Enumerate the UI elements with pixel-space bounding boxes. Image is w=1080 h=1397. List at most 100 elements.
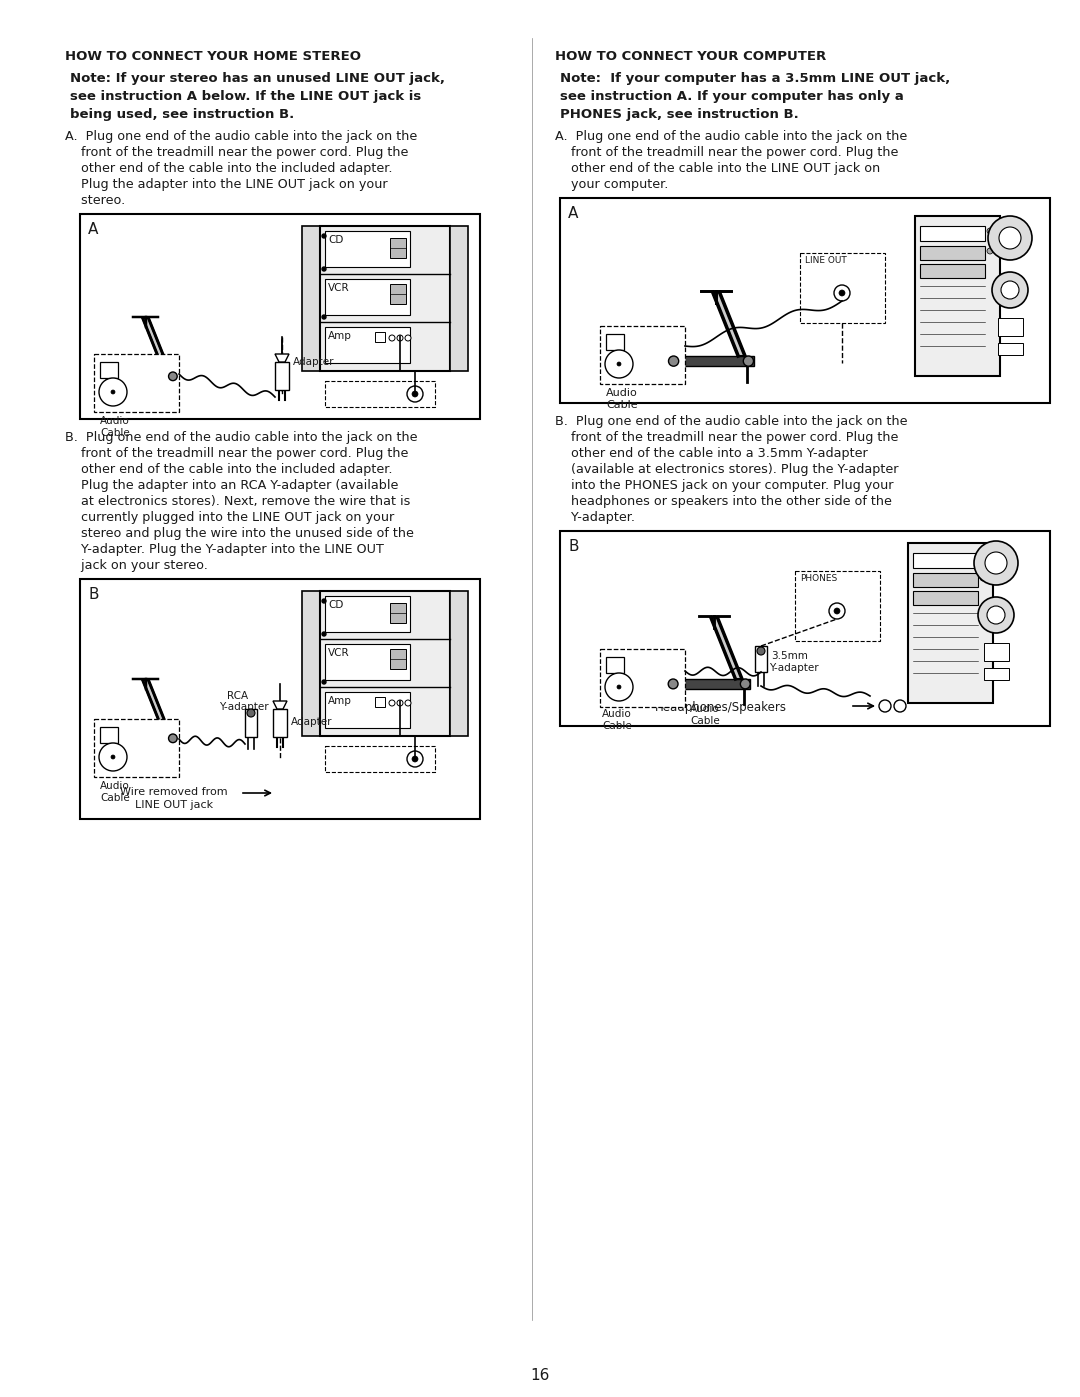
Text: Headphones/Speakers: Headphones/Speakers [654,701,787,714]
Circle shape [105,372,113,380]
Text: PHONES: PHONES [800,574,837,583]
Bar [273,710,287,738]
Circle shape [322,680,326,685]
Text: Cable: Cable [690,717,719,726]
Text: Audio: Audio [690,704,719,714]
Bar [100,362,118,379]
Polygon shape [711,617,742,679]
Bar [998,344,1023,355]
Text: Cable: Cable [100,793,130,803]
Circle shape [168,372,177,380]
Circle shape [743,356,754,366]
Text: HOW TO CONNECT YOUR COMPUTER: HOW TO CONNECT YOUR COMPUTER [555,50,826,63]
Circle shape [839,291,845,296]
Text: Y-adapter: Y-adapter [219,703,269,712]
Text: Y-adapter.: Y-adapter. [555,511,635,524]
Circle shape [987,228,993,235]
Circle shape [105,733,113,743]
Circle shape [411,756,418,761]
Polygon shape [143,319,170,372]
Bar [606,657,624,673]
Text: Cable: Cable [606,400,637,409]
Text: Plug the adapter into an RCA Y-adapter (available: Plug the adapter into an RCA Y-adapter (… [65,479,399,492]
Text: Cable: Cable [602,721,632,731]
Circle shape [978,597,1014,633]
Text: Amp: Amp [328,696,352,705]
Circle shape [879,700,891,712]
Polygon shape [143,680,170,733]
Text: Y-adapter: Y-adapter [769,664,819,673]
Text: VCR: VCR [328,284,350,293]
Circle shape [988,217,1032,260]
Circle shape [741,679,751,689]
Bar [998,319,1023,337]
Bar [755,645,767,672]
Bar [302,226,320,372]
Bar [795,571,880,641]
Circle shape [669,679,678,689]
Bar [245,710,257,738]
Circle shape [407,752,423,767]
Circle shape [322,314,326,319]
Text: B.  Plug one end of the audio cable into the jack on the: B. Plug one end of the audio cable into … [65,432,418,444]
Bar [984,668,1009,680]
Text: stereo.: stereo. [65,194,125,207]
Bar [325,231,410,267]
Bar [105,733,177,743]
Text: other end of the cable into the included adapter.: other end of the cable into the included… [65,162,392,175]
Bar [325,327,410,363]
Text: B.  Plug one end of the audio cable into the jack on the: B. Plug one end of the audio cable into … [555,415,907,427]
Bar [450,591,468,736]
Circle shape [834,285,850,300]
Circle shape [894,700,906,712]
Bar [450,226,468,372]
Bar [920,264,985,278]
Circle shape [111,754,114,759]
Bar [913,591,978,605]
Text: into the PHONES jack on your computer. Plug your: into the PHONES jack on your computer. P… [555,479,893,492]
Text: Audio: Audio [606,388,638,398]
Circle shape [617,685,621,689]
Circle shape [405,335,411,341]
Text: Adapter: Adapter [291,717,333,726]
Circle shape [834,608,840,615]
Text: other end of the cable into the LINE OUT jack on: other end of the cable into the LINE OUT… [555,162,880,175]
Text: front of the treadmill near the power cord. Plug the: front of the treadmill near the power co… [555,432,899,444]
Text: Amp: Amp [328,331,352,341]
Bar [390,604,406,623]
Bar [600,326,685,384]
Bar [600,650,685,707]
Circle shape [322,267,326,271]
Text: LINE OUT: LINE OUT [805,256,847,265]
Text: your computer.: your computer. [555,177,669,191]
Text: Plug the adapter into the LINE OUT jack on your: Plug the adapter into the LINE OUT jack … [65,177,388,191]
Bar [920,226,985,242]
Text: Audio: Audio [602,710,632,719]
Bar [325,692,410,728]
Text: front of the treadmill near the power cord. Plug the: front of the treadmill near the power co… [65,447,408,460]
Circle shape [411,391,418,397]
Bar [561,198,1050,402]
Text: RCA: RCA [227,692,248,701]
Circle shape [605,673,633,701]
Circle shape [322,599,326,604]
Circle shape [669,356,678,366]
Circle shape [397,700,403,705]
Text: B: B [87,587,98,602]
Text: (available at electronics stores). Plug the Y-adapter: (available at electronics stores). Plug … [555,462,899,476]
Text: at electronics stores). Next, remove the wire that is: at electronics stores). Next, remove the… [65,495,410,509]
Text: CD: CD [328,599,343,610]
Text: HOW TO CONNECT YOUR HOME STEREO: HOW TO CONNECT YOUR HOME STEREO [65,50,361,63]
Circle shape [407,386,423,402]
Bar [80,578,480,819]
Bar [302,591,320,736]
Bar [669,679,751,689]
Bar [275,362,289,390]
Bar [913,553,978,569]
Text: LINE OUT: LINE OUT [330,386,378,395]
Bar [375,697,384,707]
Text: Adapter: Adapter [293,358,335,367]
Text: B: B [568,539,579,555]
Text: Audio: Audio [100,416,130,426]
Circle shape [987,249,993,254]
